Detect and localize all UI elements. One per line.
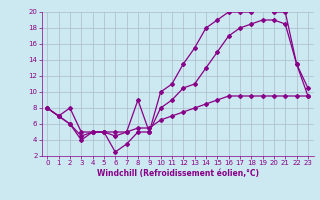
X-axis label: Windchill (Refroidissement éolien,°C): Windchill (Refroidissement éolien,°C)	[97, 169, 259, 178]
